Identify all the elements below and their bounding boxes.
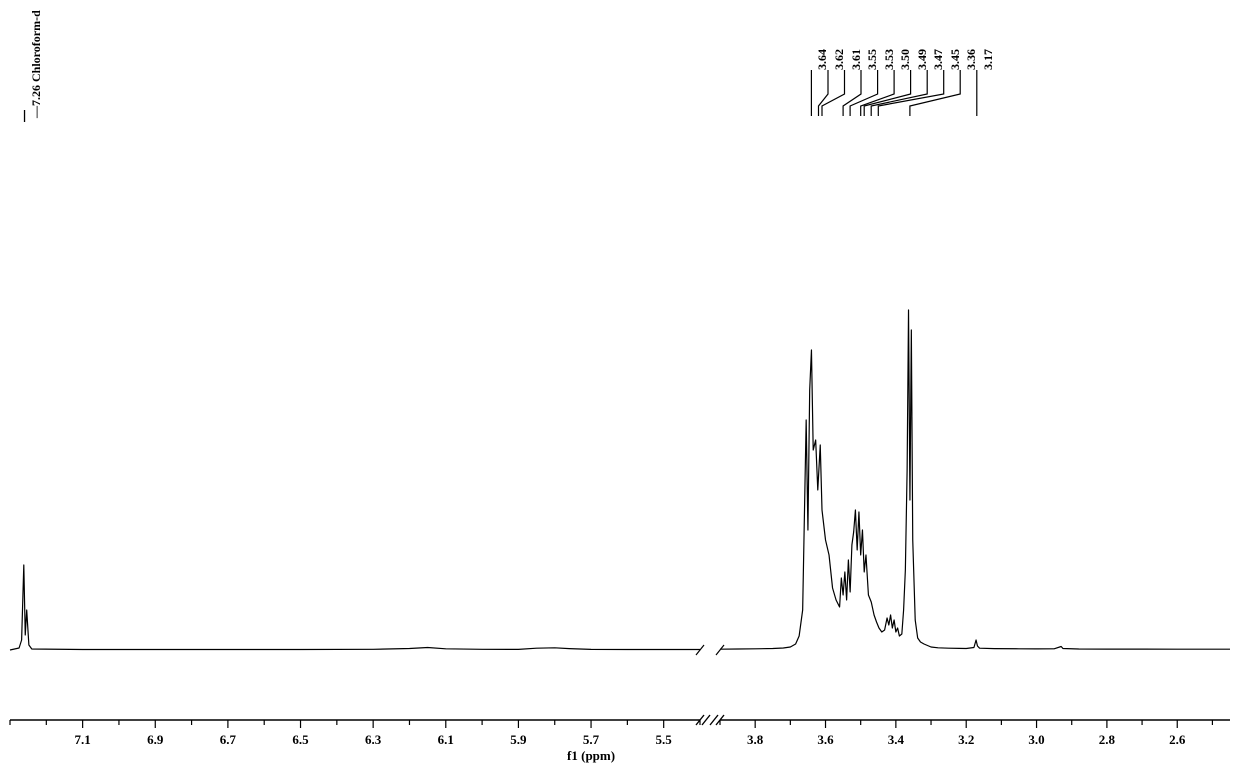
peak-label: 3.62 <box>832 49 847 70</box>
axis-tick-label: 2.6 <box>1169 732 1185 748</box>
axis-tick-label: 5.7 <box>583 732 599 748</box>
axis-tick-label: 5.9 <box>510 732 526 748</box>
axis-tick-label: 7.1 <box>75 732 91 748</box>
peak-label: 3.36 <box>964 49 979 70</box>
axis-tick-label: 5.5 <box>656 732 672 748</box>
axis-tick-label: 3.6 <box>817 732 833 748</box>
spectrum-svg <box>0 0 1240 771</box>
axis-tick-label: 6.1 <box>438 732 454 748</box>
peak-label: 3.47 <box>931 49 946 70</box>
peak-label: 3.49 <box>915 49 930 70</box>
peak-label-solvent: —7.26 Chloroform-d <box>29 10 44 118</box>
axis-tick-label: 3.2 <box>958 732 974 748</box>
peak-label: 3.64 <box>815 49 830 70</box>
nmr-spectrum-plot: { "chart": { "type": "nmr-spectrum", "wi… <box>0 0 1240 771</box>
axis-tick-label: 3.8 <box>747 732 763 748</box>
axis-tick-label: 6.7 <box>220 732 236 748</box>
peak-label: 3.55 <box>865 49 880 70</box>
axis-title: f1 (ppm) <box>567 748 615 764</box>
axis-tick-label: 6.3 <box>365 732 381 748</box>
peak-label: 3.45 <box>948 49 963 70</box>
axis-tick-label: 2.8 <box>1099 732 1115 748</box>
peak-label: 3.17 <box>981 49 996 70</box>
axis-tick-label: 6.9 <box>147 732 163 748</box>
axis-tick-label: 6.5 <box>292 732 308 748</box>
axis-tick-label: 3.0 <box>1028 732 1044 748</box>
peak-label: 3.50 <box>898 49 913 70</box>
axis-tick-label: 3.4 <box>888 732 904 748</box>
peak-label: 3.53 <box>882 49 897 70</box>
peak-label: 3.61 <box>849 49 864 70</box>
